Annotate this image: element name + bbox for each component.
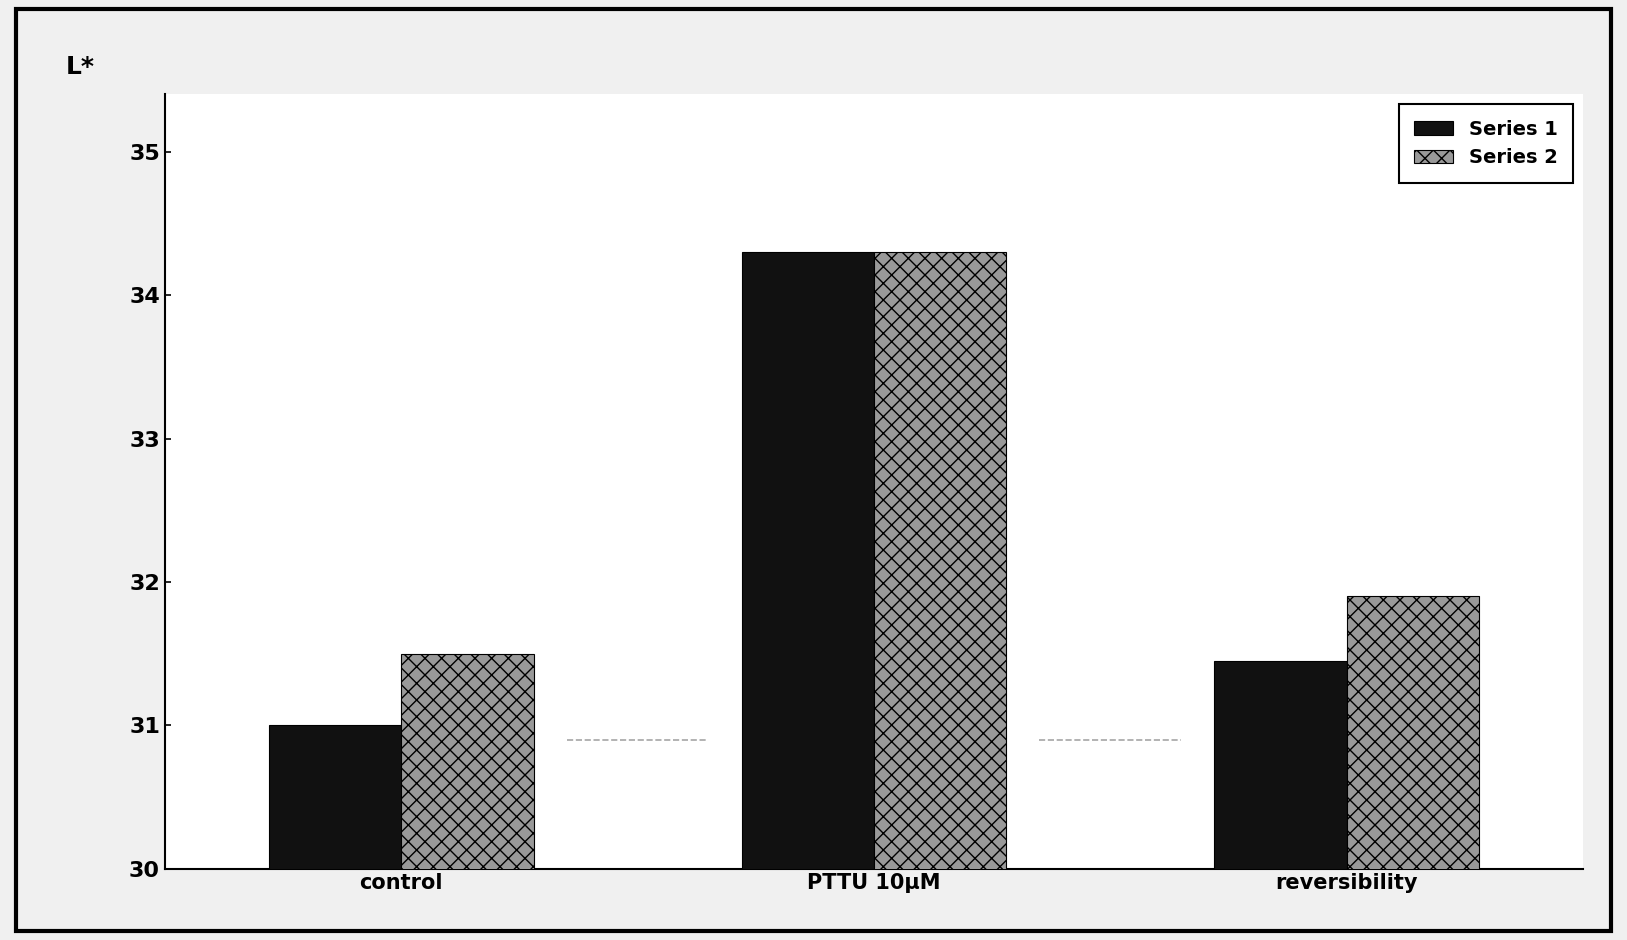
Legend: Series 1, Series 2: Series 1, Series 2 [1399,104,1573,183]
Bar [268,725,402,940]
Bar [874,252,1005,940]
Bar [1214,661,1347,940]
Bar [1347,596,1479,940]
Bar [402,653,534,940]
Bar [742,252,874,940]
Text: L*: L* [65,55,94,79]
